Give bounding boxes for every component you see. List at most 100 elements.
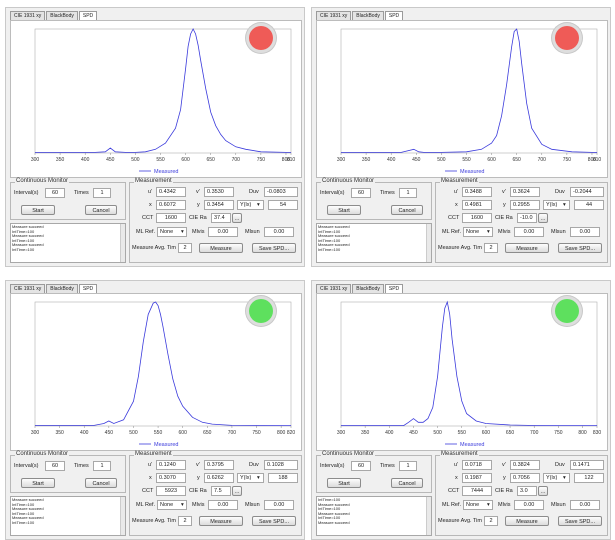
save-spd-button[interactable]: Save SPD...: [558, 243, 602, 253]
cct-value: 1600: [462, 213, 492, 223]
x-label: x: [455, 200, 458, 210]
v-label: v': [196, 460, 200, 470]
mlvis-value: 0.00: [514, 227, 544, 237]
interval-label: Interval(s): [14, 461, 38, 471]
interval-input[interactable]: 60: [45, 188, 65, 198]
measure-avg-input[interactable]: 2: [178, 243, 192, 253]
mlvis-label: Mlvis: [192, 500, 205, 510]
measure-button[interactable]: Measure: [505, 243, 549, 253]
measure-avg-input[interactable]: 2: [484, 243, 498, 253]
interval-input[interactable]: 60: [351, 188, 371, 198]
save-spd-button[interactable]: Save SPD...: [252, 516, 296, 526]
cie-ra-label: CIE Ra: [495, 213, 513, 223]
x-value: 0.3070: [156, 473, 186, 483]
Y-value: 188: [268, 473, 298, 483]
Y-value: 122: [574, 473, 604, 483]
chevron-down-icon: ▾: [181, 500, 184, 510]
times-input[interactable]: 1: [399, 461, 417, 471]
measure-button[interactable]: Measure: [199, 243, 243, 253]
cancel-button[interactable]: Cancel: [391, 478, 423, 488]
x-tick-label: 400: [387, 157, 396, 163]
series-measured-line: [35, 29, 291, 152]
start-button[interactable]: Start: [21, 478, 55, 488]
x-tick-label: 400: [385, 430, 394, 436]
x-tick-label: 350: [56, 157, 65, 163]
x-tick-label: 400: [81, 157, 90, 163]
u-label: u': [148, 460, 152, 470]
mlsun-value: 0.00: [264, 227, 294, 237]
measure-button[interactable]: Measure: [505, 516, 549, 526]
x-label: x: [149, 200, 152, 210]
cancel-button[interactable]: Cancel: [85, 478, 117, 488]
log-scrollbar[interactable]: [426, 497, 431, 535]
cie-ra-value: -10.0: [517, 213, 537, 223]
cancel-button[interactable]: Cancel: [391, 205, 423, 215]
y-label: y: [197, 200, 200, 210]
x-tick-label: 830: [593, 430, 602, 436]
duv-value: -0.2044: [570, 187, 604, 197]
save-spd-button[interactable]: Save SPD...: [558, 516, 602, 526]
interval-input[interactable]: 60: [45, 461, 65, 471]
log-scrollbar[interactable]: [426, 224, 431, 262]
cie-ra-value: 7.5: [211, 486, 231, 496]
cct-label: CCT: [142, 486, 153, 496]
ra-details-button[interactable]: ...: [538, 213, 548, 223]
x-tick-label: 550: [462, 157, 471, 163]
start-button[interactable]: Start: [327, 478, 361, 488]
x-tick-label: 500: [433, 430, 442, 436]
measure-avg-label: Measure Avg. Tim: [438, 516, 482, 526]
duv-value: 0.1471: [570, 460, 604, 470]
times-input[interactable]: 1: [399, 188, 417, 198]
x-tick-label: 750: [252, 430, 261, 436]
ra-details-button[interactable]: ...: [538, 486, 548, 496]
x-label: x: [455, 473, 458, 483]
measure-button[interactable]: Measure: [199, 516, 243, 526]
chevron-down-icon: ▾: [563, 473, 566, 483]
log-scrollbar[interactable]: [120, 497, 125, 535]
v-value: 0.3530: [204, 187, 234, 197]
series-measured-line: [341, 302, 597, 426]
x-tick-label: 600: [482, 430, 491, 436]
cancel-button[interactable]: Cancel: [85, 205, 117, 215]
start-button[interactable]: Start: [327, 205, 361, 215]
measure-avg-input[interactable]: 2: [178, 516, 192, 526]
mlsun-label: Mlsun: [551, 500, 566, 510]
interval-input[interactable]: 60: [351, 461, 371, 471]
x-tick-label: 800: [277, 430, 286, 436]
u-value: 0.4342: [156, 187, 186, 197]
times-input[interactable]: 1: [93, 461, 111, 471]
x-tick-label: 300: [31, 157, 40, 163]
x-tick-label: 300: [337, 157, 346, 163]
mlsun-value: 0.00: [570, 500, 600, 510]
ml-ref-label: ML Ref.: [442, 500, 461, 510]
measure-avg-input[interactable]: 2: [484, 516, 498, 526]
times-input[interactable]: 1: [93, 188, 111, 198]
times-label: Times: [74, 188, 89, 198]
start-button[interactable]: Start: [21, 205, 55, 215]
log-scrollbar[interactable]: [120, 224, 125, 262]
x-tick-label: 750: [257, 157, 266, 163]
x-tick-label: 550: [156, 157, 165, 163]
mlsun-label: Mlsun: [245, 500, 260, 510]
mlsun-label: Mlsun: [245, 227, 260, 237]
group-title: Measurement: [134, 178, 173, 184]
mlvis-value: 0.00: [208, 227, 238, 237]
ra-details-button[interactable]: ...: [232, 213, 242, 223]
chevron-down-icon: ▾: [257, 473, 260, 483]
x-tick-label: 450: [409, 430, 418, 436]
x-tick-label: 550: [458, 430, 467, 436]
v-value: 0.3824: [510, 460, 540, 470]
x-label: x: [149, 473, 152, 483]
log-line: IntTime=100: [318, 248, 430, 253]
mlsun-value: 0.00: [264, 500, 294, 510]
save-spd-button[interactable]: Save SPD...: [252, 243, 296, 253]
x-tick-label: 450: [412, 157, 421, 163]
plot-frame: [35, 302, 291, 426]
legend-label: Measured: [154, 169, 178, 175]
ra-details-button[interactable]: ...: [232, 486, 242, 496]
